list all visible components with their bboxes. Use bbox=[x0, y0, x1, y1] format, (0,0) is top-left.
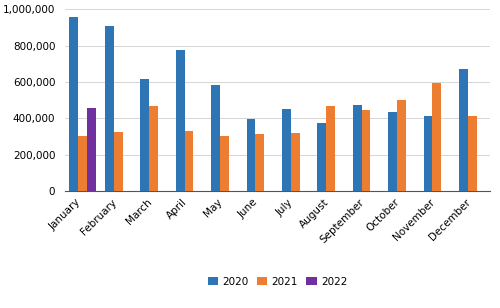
Bar bbox=[256, 134, 264, 191]
Bar bbox=[432, 83, 442, 191]
Bar bbox=[176, 50, 184, 191]
Bar bbox=[105, 26, 114, 191]
Bar bbox=[114, 132, 122, 191]
Bar bbox=[78, 136, 87, 191]
Legend: 2020, 2021, 2022: 2020, 2021, 2022 bbox=[204, 273, 352, 291]
Bar bbox=[184, 131, 194, 191]
Bar bbox=[140, 79, 149, 191]
Bar bbox=[459, 69, 468, 191]
Bar bbox=[282, 109, 291, 191]
Bar bbox=[149, 106, 158, 191]
Bar bbox=[220, 136, 229, 191]
Bar bbox=[326, 107, 335, 191]
Bar bbox=[246, 119, 256, 191]
Bar bbox=[362, 110, 370, 191]
Bar bbox=[353, 105, 362, 191]
Bar bbox=[424, 116, 432, 191]
Bar bbox=[87, 108, 96, 191]
Bar bbox=[468, 116, 476, 191]
Bar bbox=[291, 133, 300, 191]
Bar bbox=[318, 123, 326, 191]
Bar bbox=[211, 85, 220, 191]
Bar bbox=[70, 17, 78, 191]
Bar bbox=[388, 112, 397, 191]
Bar bbox=[397, 100, 406, 191]
